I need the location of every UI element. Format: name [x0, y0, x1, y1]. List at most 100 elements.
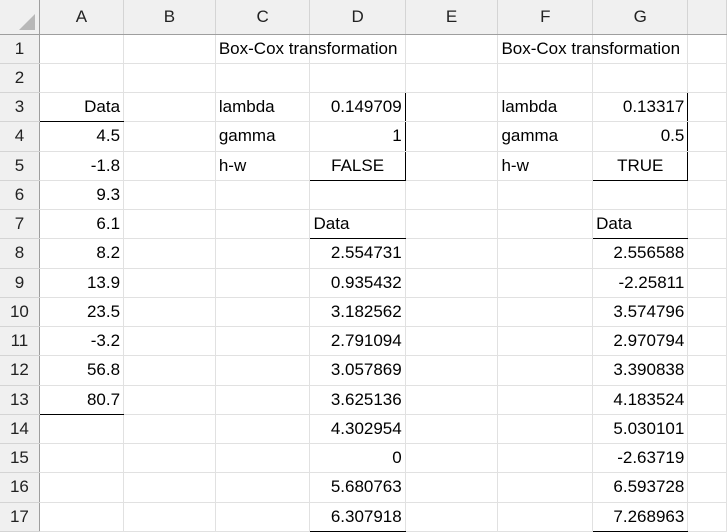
cell-f7[interactable] [498, 210, 593, 239]
cell-h7[interactable] [688, 210, 727, 239]
cell-d16[interactable]: 5.680763 [310, 473, 405, 502]
cell-g11[interactable]: 2.970794 [593, 327, 688, 356]
cell-c2[interactable] [215, 63, 310, 92]
cell-g10[interactable]: 3.574796 [593, 297, 688, 326]
cell-h11[interactable] [688, 327, 727, 356]
cell-d11[interactable]: 2.791094 [310, 327, 405, 356]
cell-f14[interactable] [498, 414, 593, 443]
row-header[interactable]: 9 [0, 268, 39, 297]
cell-e16[interactable] [405, 473, 498, 502]
cell-a2[interactable] [39, 63, 123, 92]
cell-f5[interactable]: h-w [498, 151, 593, 180]
cell-d7[interactable]: Data [310, 210, 405, 239]
cell-b11[interactable] [124, 327, 216, 356]
cell-b16[interactable] [124, 473, 216, 502]
cell-e4[interactable] [405, 122, 498, 151]
cell-d13[interactable]: 3.625136 [310, 385, 405, 414]
cell-d15[interactable]: 0 [310, 444, 405, 473]
cell-h14[interactable] [688, 414, 727, 443]
cell-a1[interactable] [39, 34, 123, 63]
row-header[interactable]: 11 [0, 327, 39, 356]
cell-a13[interactable]: 80.7 [39, 385, 123, 414]
row-header[interactable]: 7 [0, 210, 39, 239]
cell-d17[interactable]: 6.307918 [310, 502, 405, 531]
cell-e5[interactable] [405, 151, 498, 180]
cell-a9[interactable]: 13.9 [39, 268, 123, 297]
cell-f12[interactable] [498, 356, 593, 385]
row-header[interactable]: 2 [0, 63, 39, 92]
cell-d12[interactable]: 3.057869 [310, 356, 405, 385]
cell-g8[interactable]: 2.556588 [593, 239, 688, 268]
cell-e14[interactable] [405, 414, 498, 443]
cell-g15[interactable]: -2.63719 [593, 444, 688, 473]
column-header-e[interactable]: E [405, 0, 498, 34]
cell-e10[interactable] [405, 297, 498, 326]
row-header[interactable]: 6 [0, 180, 39, 209]
cell-e8[interactable] [405, 239, 498, 268]
cell-h10[interactable] [688, 297, 727, 326]
cell-b7[interactable] [124, 210, 216, 239]
column-header-b[interactable]: B [124, 0, 216, 34]
cell-d10[interactable]: 3.182562 [310, 297, 405, 326]
cell-h3[interactable] [688, 93, 727, 122]
cell-d3[interactable]: 0.149709 [310, 93, 405, 122]
cell-b9[interactable] [124, 268, 216, 297]
cell-g6[interactable] [593, 180, 688, 209]
cell-c3[interactable]: lambda [215, 93, 310, 122]
row-header[interactable]: 12 [0, 356, 39, 385]
cell-e7[interactable] [405, 210, 498, 239]
cell-e9[interactable] [405, 268, 498, 297]
cell-a17[interactable] [39, 502, 123, 531]
row-header[interactable]: 10 [0, 297, 39, 326]
cell-f10[interactable] [498, 297, 593, 326]
cell-g12[interactable]: 3.390838 [593, 356, 688, 385]
cell-h13[interactable] [688, 385, 727, 414]
cell-g3[interactable]: 0.13317 [593, 93, 688, 122]
cell-a7[interactable]: 6.1 [39, 210, 123, 239]
cell-g2[interactable] [593, 63, 688, 92]
cell-a14[interactable] [39, 414, 123, 443]
cell-a10[interactable]: 23.5 [39, 297, 123, 326]
row-header[interactable]: 8 [0, 239, 39, 268]
cell-c17[interactable] [215, 502, 310, 531]
cell-e13[interactable] [405, 385, 498, 414]
cell-h16[interactable] [688, 473, 727, 502]
cell-a4[interactable]: 4.5 [39, 122, 123, 151]
cell-b13[interactable] [124, 385, 216, 414]
column-header-a[interactable]: A [39, 0, 123, 34]
cell-a16[interactable] [39, 473, 123, 502]
cell-g16[interactable]: 6.593728 [593, 473, 688, 502]
cell-h6[interactable] [688, 180, 727, 209]
cell-c16[interactable] [215, 473, 310, 502]
cell-c13[interactable] [215, 385, 310, 414]
cell-c4[interactable]: gamma [215, 122, 310, 151]
cell-b15[interactable] [124, 444, 216, 473]
cell-c14[interactable] [215, 414, 310, 443]
row-header[interactable]: 17 [0, 502, 39, 531]
cell-g4[interactable]: 0.5 [593, 122, 688, 151]
row-header[interactable]: 5 [0, 151, 39, 180]
cell-h17[interactable] [688, 502, 727, 531]
cell-f11[interactable] [498, 327, 593, 356]
cell-a11[interactable]: -3.2 [39, 327, 123, 356]
cell-f9[interactable] [498, 268, 593, 297]
cell-h5[interactable] [688, 151, 727, 180]
cell-d4[interactable]: 1 [310, 122, 405, 151]
cell-d14[interactable]: 4.302954 [310, 414, 405, 443]
cell-a5[interactable]: -1.8 [39, 151, 123, 180]
cell-f15[interactable] [498, 444, 593, 473]
cell-b6[interactable] [124, 180, 216, 209]
row-header[interactable]: 13 [0, 385, 39, 414]
column-header-d[interactable]: D [310, 0, 405, 34]
cell-g9[interactable]: -2.25811 [593, 268, 688, 297]
cell-f8[interactable] [498, 239, 593, 268]
cell-a3[interactable]: Data [39, 93, 123, 122]
cell-g7[interactable]: Data [593, 210, 688, 239]
cell-h8[interactable] [688, 239, 727, 268]
cell-f2[interactable] [498, 63, 593, 92]
cell-c12[interactable] [215, 356, 310, 385]
cell-a15[interactable] [39, 444, 123, 473]
cell-d8[interactable]: 2.554731 [310, 239, 405, 268]
cell-e3[interactable] [405, 93, 498, 122]
row-header[interactable]: 16 [0, 473, 39, 502]
